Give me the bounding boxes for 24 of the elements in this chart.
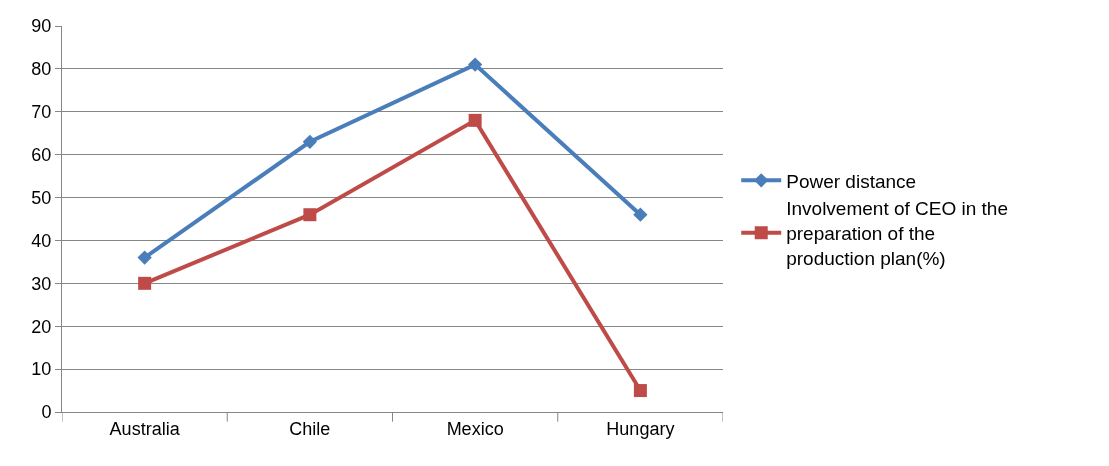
point — [633, 207, 648, 222]
x-tick-label: Mexico — [446, 418, 504, 439]
y-tick-label: 90 — [31, 16, 52, 37]
y-tick-label: 70 — [31, 102, 52, 123]
point — [137, 250, 152, 265]
x-tick-label: Hungary — [606, 418, 675, 439]
x-tick-label: Australia — [109, 418, 181, 439]
y-tick-label: 60 — [31, 144, 52, 165]
point — [302, 134, 318, 149]
legend-label: Power distance — [786, 170, 917, 192]
y-tick-label: 0 — [41, 402, 52, 423]
y-tick-label: 10 — [31, 359, 52, 380]
point — [633, 384, 647, 398]
y-tick-label: 40 — [31, 230, 52, 251]
y-tick-label: 20 — [31, 316, 52, 337]
legend-label: Involvement of CEO in the preparation of the production plan(%) — [786, 198, 1008, 269]
point — [467, 57, 483, 72]
y-tick-label: 80 — [31, 59, 52, 80]
x-tick-label: Chile — [289, 418, 331, 439]
y-tick-label: 50 — [31, 187, 52, 208]
point — [138, 276, 152, 290]
point — [468, 113, 482, 127]
y-tick-label: 30 — [31, 273, 52, 294]
point — [303, 208, 317, 222]
